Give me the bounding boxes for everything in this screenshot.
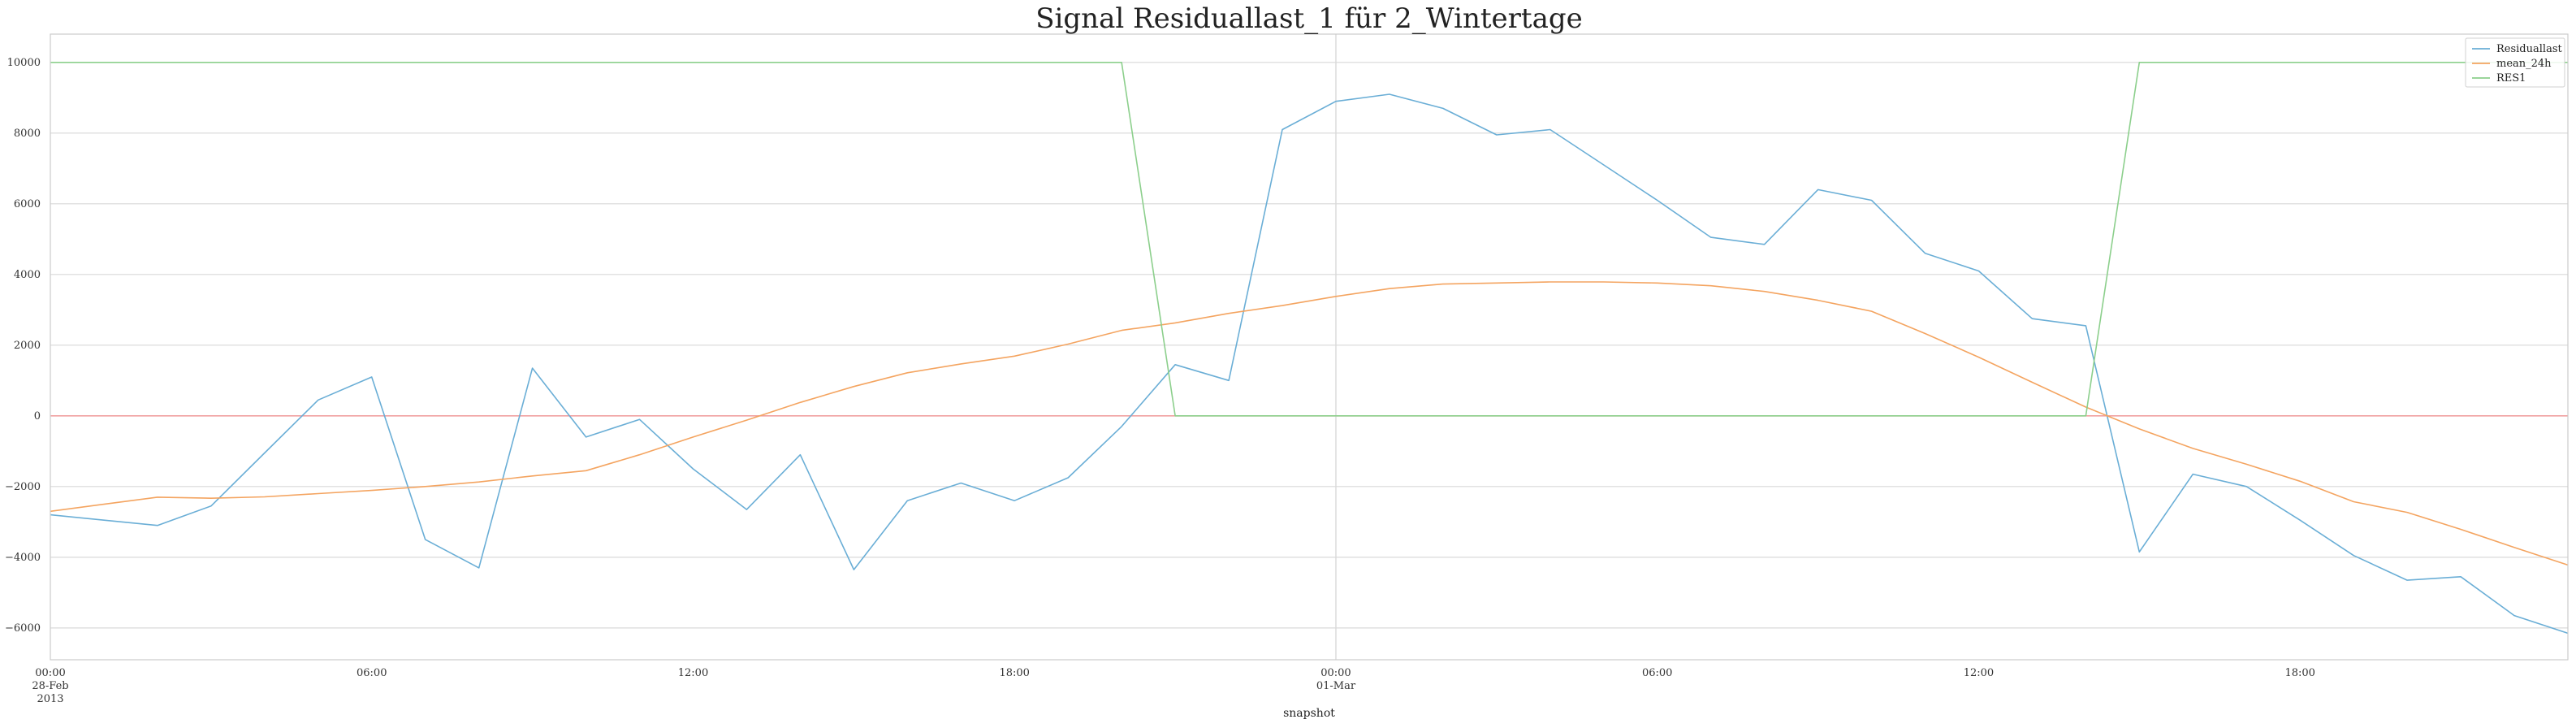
legend-box (2465, 37, 2565, 88)
series-line-res1 (50, 62, 2568, 417)
x-axis-label: snapshot (1283, 707, 1335, 720)
x-tick-label: 00:00 01-Mar (1316, 667, 1356, 692)
grid (50, 34, 2568, 660)
series-line-residuallast (50, 93, 2569, 635)
legend-label: Residuallast (2496, 43, 2562, 55)
x-tick-label: 06:00 (1642, 667, 1672, 679)
y-tick-label: 4000 (14, 269, 41, 281)
y-tick-label: 8000 (14, 128, 41, 140)
series-line-mean-24h (50, 281, 2569, 566)
x-tick-label: 00:00 28-Feb 2013 (32, 667, 68, 705)
x-tick-label: 12:00 (1964, 667, 1994, 679)
tick-labels: −6000 −4000 −2000 0 2000 4000 6000 8000 10000 00:… (5, 57, 2315, 705)
y-tick-label: −6000 (5, 622, 41, 635)
legend-label: RES1 (2496, 72, 2526, 84)
y-tick-label: −4000 (5, 552, 41, 564)
y-tick-label: 2000 (14, 340, 41, 352)
legend-label: mean_24h (2496, 58, 2552, 70)
x-tick-label: 18:00 (999, 667, 1029, 679)
x-tick-label: 12:00 (678, 667, 708, 679)
x-tick-label: 18:00 (2284, 667, 2315, 679)
y-tick-label: 6000 (14, 198, 41, 210)
legend: Residuallast mean_24h RES1 (2465, 37, 2565, 88)
y-tick-label: −2000 (5, 481, 41, 493)
plot-frame (50, 33, 2569, 661)
series-layer (50, 62, 2569, 635)
y-tick-label: 10000 (7, 57, 41, 69)
chart-title: Signal Residuallast_1 für 2_Wintertage (1035, 2, 1582, 35)
x-tick-label: 06:00 (357, 667, 387, 679)
y-tick-label: 0 (34, 410, 41, 422)
